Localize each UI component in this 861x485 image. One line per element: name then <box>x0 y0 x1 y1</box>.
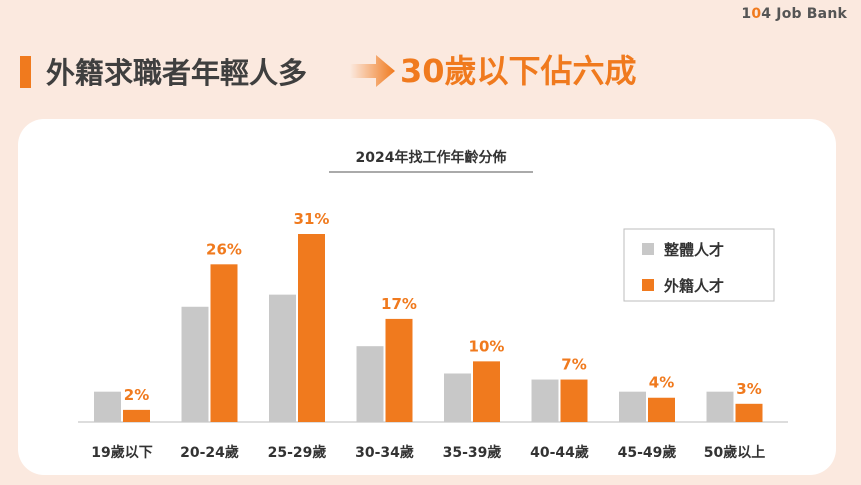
bar-overall-2 <box>269 294 296 422</box>
value-label-0: 2% <box>124 386 149 404</box>
x-tick-label-2: 25-29歲 <box>268 444 327 461</box>
value-label-5: 7% <box>561 356 586 374</box>
brand-logo: 104 Job Bank <box>741 6 847 22</box>
legend-swatch-0 <box>642 243 654 255</box>
value-label-2: 31% <box>294 210 330 228</box>
x-tick-label-5: 40-44歲 <box>530 444 589 461</box>
value-label-4: 10% <box>469 337 505 355</box>
legend-swatch-1 <box>642 279 654 291</box>
value-label-1: 26% <box>206 240 242 258</box>
value-label-3: 17% <box>381 295 417 313</box>
page-subtitle-highlight: 30歲以下佔六成 <box>400 52 637 90</box>
value-label-6: 4% <box>649 374 674 392</box>
bar-overall-3 <box>356 346 384 422</box>
bar-overall-5 <box>531 379 559 422</box>
bar-overall-4 <box>444 373 471 422</box>
bar-foreign-4 <box>473 361 500 422</box>
arrow-right-icon <box>350 55 395 87</box>
page-title: 外籍求職者年輕人多 <box>46 56 308 90</box>
x-tick-label-6: 45-49歲 <box>618 444 677 461</box>
bar-group: 2% 19歲以下 26% 20-24歲 31% 25-29歲 17% 30-34歲 10% 35-… <box>91 210 765 461</box>
bar-foreign-6 <box>648 397 675 422</box>
x-tick-label-4: 35-39歲 <box>443 444 502 461</box>
legend-label-0: 整體人才 <box>664 241 724 259</box>
bar-foreign-3 <box>385 318 413 422</box>
bar-foreign-0 <box>123 409 150 422</box>
value-label-7: 3% <box>736 380 761 398</box>
chart-title: 2024年找工作年齡分佈 <box>356 149 507 166</box>
bar-foreign-5 <box>560 379 588 422</box>
bar-overall-6 <box>619 391 646 422</box>
bar-foreign-7 <box>735 403 763 422</box>
bar-overall-7 <box>706 391 734 422</box>
x-tick-label-1: 20-24歲 <box>180 444 239 461</box>
title-accent-bar <box>20 56 31 88</box>
bar-overall-1 <box>181 306 209 422</box>
legend-label-1: 外籍人才 <box>663 277 724 295</box>
x-tick-label-0: 19歲以下 <box>91 444 152 461</box>
bar-overall-0 <box>94 391 121 422</box>
bar-foreign-2 <box>298 234 325 422</box>
x-tick-label-7: 50歲以上 <box>704 444 765 461</box>
bar-foreign-1 <box>210 264 238 422</box>
x-tick-label-3: 30-34歲 <box>355 444 414 461</box>
